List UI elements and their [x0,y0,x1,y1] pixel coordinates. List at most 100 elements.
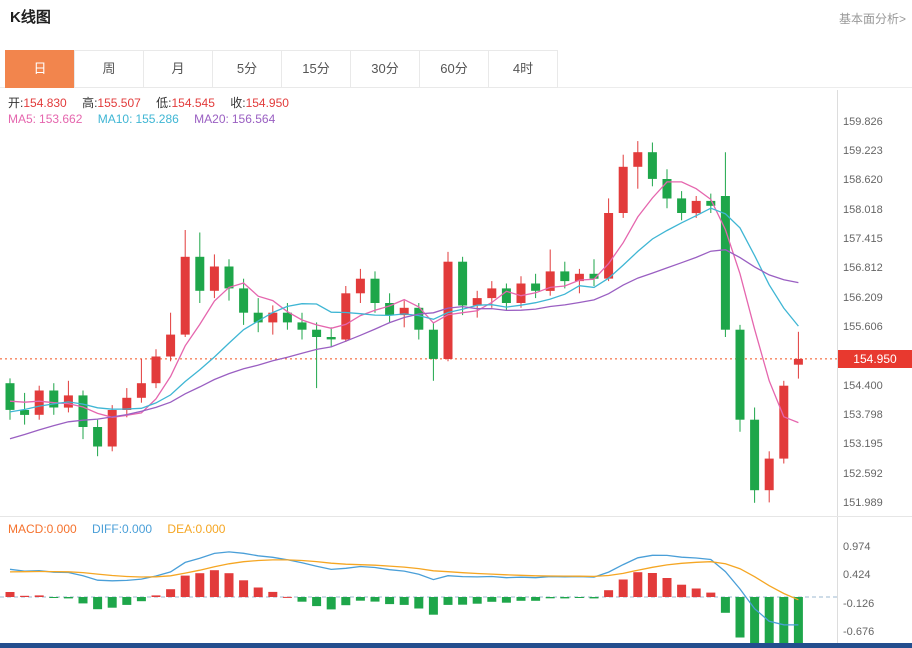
macd-histogram-bar [326,597,336,610]
axis-divider-line [837,90,838,643]
dea-label: DEA: [167,522,196,536]
macd-histogram-bar [677,584,687,598]
macd-histogram-bar [341,597,351,606]
tab-15min[interactable]: 15分 [281,50,351,88]
macd-histogram-bar [691,588,701,598]
candle-body [370,278,380,303]
timeframe-tabs: 日 周 月 5分 15分 30分 60分 4时 [5,50,558,88]
ma5-field: MA5: 153.662 [8,112,82,126]
macd-histogram-bar [764,597,774,643]
candle-body [472,298,482,306]
candle-body [793,358,803,365]
candle-body [34,390,44,415]
close-field: 收:154.950 [230,96,289,110]
macd-histogram-bar [531,597,541,601]
candle-body [78,395,88,427]
candle-body [297,322,307,330]
candlestick-chart[interactable] [0,90,837,515]
macd-histogram-bar [224,573,234,597]
macd-histogram-bar [209,570,219,597]
price-axis-label: 151.989 [843,496,883,509]
dea-line [9,559,799,601]
candle-body [399,307,409,316]
dea-value: 0.000 [195,522,226,536]
macd-histogram-bar [166,589,176,597]
macd-histogram-bar [136,597,146,602]
candle-body [545,271,555,291]
macd-histogram-bar [633,572,643,597]
macd-histogram-bar [560,597,570,599]
candle-body [166,334,176,357]
low-value: 154.545 [171,96,215,110]
macd-histogram-bar [63,597,73,599]
candle-body [677,198,687,213]
candle-body [443,261,453,359]
ma10-value: 155.286 [135,112,179,126]
candle-body [253,312,263,323]
candle-body [209,266,219,291]
macd-histogram-bar [49,597,59,598]
macd-histogram-bar [180,575,190,597]
fundamental-analysis-link[interactable]: 基本面分析> [838,12,906,26]
macd-histogram-bar [428,597,438,615]
macd-histogram-bar [268,591,278,597]
diff-value: 0.000 [122,522,153,536]
macd-histogram-bar [20,595,30,597]
candle-body [195,256,205,291]
candle-body [589,273,599,279]
candle-body [574,273,584,282]
candle-body [735,329,745,420]
macd-axis-label: 0.424 [843,569,871,582]
ma10-label: MA10: [97,112,133,126]
high-value: 155.507 [97,96,141,110]
macd-histogram-bar [589,597,599,599]
dea-field: DEA:0.000 [167,522,225,536]
chart-area: 开:154.830 高:155.507 低:154.545 收:154.950 … [0,90,912,644]
candle-body [501,288,511,303]
candle-body [268,312,278,323]
price-axis-label: 159.223 [843,145,883,158]
close-label: 收: [230,96,246,110]
tab-week[interactable]: 周 [74,50,144,88]
candle-body [706,200,716,206]
macd-histogram-bar [545,597,555,599]
macd-histogram-bar [458,597,468,605]
candle-body [618,166,628,213]
candle-body [750,419,760,491]
candle-body [282,312,292,323]
tab-5min[interactable]: 5分 [212,50,282,88]
macd-axis-label: 0.974 [843,540,871,553]
macd-histogram-bar [414,597,424,609]
candle-body [136,383,146,398]
macd-histogram-bar [501,597,511,603]
macd-histogram-bar [618,579,628,597]
tab-4hour[interactable]: 4时 [488,50,558,88]
macd-indicator-chart[interactable] [0,518,837,643]
bottom-scrollbar[interactable] [0,643,912,648]
macd-histogram-bar [297,597,307,602]
macd-histogram-bar [443,597,453,605]
price-axis-label: 153.195 [843,438,883,451]
macd-histogram-bar [735,597,745,638]
macd-histogram-bar [253,587,263,597]
candle-body [20,410,30,415]
candle-body [720,196,730,330]
candle-body [662,179,672,199]
diff-label: DIFF: [92,522,123,536]
macd-histogram-bar [750,597,760,643]
tab-60min[interactable]: 60分 [419,50,489,88]
diff-line [9,551,799,626]
candle-body [326,337,336,340]
macd-axis-label: -0.676 [843,625,875,638]
macd-histogram-bar [720,597,730,613]
candle-body [224,266,234,289]
macd-histogram-bar [282,596,292,598]
ma5-line [9,181,799,424]
macd-histogram-bar [574,597,584,598]
tab-day[interactable]: 日 [5,50,75,88]
macd-histogram-bar [487,597,497,602]
tab-30min[interactable]: 30分 [350,50,420,88]
last-price-badge: 154.950 [838,349,912,368]
tab-month[interactable]: 月 [143,50,213,88]
macd-histogram-bar [647,573,657,597]
